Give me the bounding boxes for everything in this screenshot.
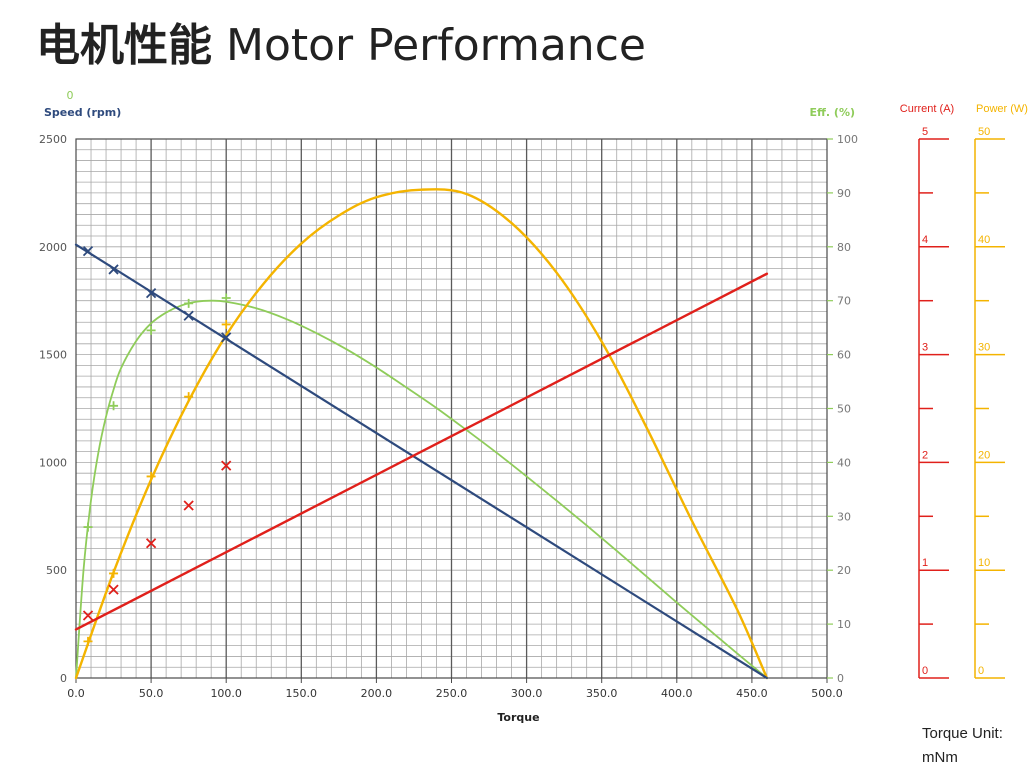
speed-marker: [221, 332, 232, 343]
power-tick-label: 50: [978, 126, 990, 138]
power-series-line: [74, 188, 769, 680]
x-tick-label: 250.0: [436, 687, 468, 700]
left-tick-label: 2000: [39, 241, 67, 254]
power-tick-label: 20: [978, 449, 990, 461]
left-axis-extra: 0: [67, 89, 74, 102]
efficiency-marker: [184, 298, 194, 308]
speed-marker: [82, 245, 94, 257]
right-axis-label: Eff. (%): [809, 106, 855, 119]
efficiency-marker: [83, 522, 93, 532]
left-tick-label: 1000: [39, 456, 67, 469]
current-marker: [108, 584, 119, 595]
current-series-line: [74, 272, 769, 631]
power-tick-label: 0: [978, 665, 984, 677]
right-tick-label: 90: [837, 187, 851, 200]
power-marker: [109, 568, 119, 578]
x-tick-label: 100.0: [210, 687, 242, 700]
right-tick-label: 70: [837, 295, 851, 308]
current-tick-label: 3: [922, 342, 928, 354]
power-tick-label: 40: [978, 234, 990, 246]
x-tick-label: 350.0: [586, 687, 618, 700]
current-marker: [221, 460, 232, 471]
title-en: Motor Performance: [226, 20, 646, 71]
current-marker: [183, 500, 194, 511]
efficiency-series-line: [75, 299, 768, 679]
x-tick-label: 0.0: [67, 687, 85, 700]
left-tick-label: 0: [60, 672, 67, 685]
x-tick-label: 200.0: [361, 687, 393, 700]
power-tick-label: 10: [978, 557, 990, 569]
x-tick-label: 500.0: [811, 687, 843, 700]
right-tick-label: 40: [837, 456, 851, 469]
current-tick-label: 2: [922, 449, 928, 461]
page-title: 电机性能 Motor Performance: [36, 18, 646, 74]
efficiency-marker: [146, 325, 156, 335]
title-zh: 电机性能: [36, 20, 212, 71]
speed-marker: [183, 310, 194, 321]
right-tick-label: 60: [837, 349, 851, 362]
efficiency-marker: [109, 401, 119, 411]
power-marker: [221, 319, 231, 329]
right-tick-label: 0: [837, 672, 844, 685]
current-axis-label: Current (A): [900, 103, 954, 115]
power-tick-label: 30: [978, 342, 990, 354]
left-axis-label: Speed (rpm): [44, 106, 121, 119]
current-tick-label: 1: [922, 557, 928, 569]
left-tick-label: 500: [46, 564, 67, 577]
speed-marker: [108, 264, 119, 275]
power-axis-label: Power (W): [976, 103, 1028, 115]
right-tick-label: 30: [837, 510, 851, 523]
power-marker: [146, 471, 156, 481]
right-tick-label: 100: [837, 133, 858, 146]
left-tick-label: 1500: [39, 349, 67, 362]
right-tick-label: 10: [837, 618, 851, 631]
current-tick-label: 5: [922, 126, 928, 138]
right-tick-label: 20: [837, 564, 851, 577]
current-tick-label: 0: [922, 665, 928, 677]
x-axis-label: Torque: [497, 711, 539, 724]
x-tick-label: 50.0: [139, 687, 164, 700]
speed-series-line: [74, 243, 769, 680]
x-tick-label: 450.0: [736, 687, 768, 700]
torque-unit-note: Torque Unit: mNm: [922, 725, 1003, 766]
left-tick-label: 2500: [39, 133, 67, 146]
power-marker: [83, 636, 93, 646]
current-tick-label: 4: [922, 234, 928, 246]
right-tick-label: 80: [837, 241, 851, 254]
current-marker: [145, 538, 157, 549]
right-tick-label: 50: [837, 403, 851, 416]
speed-marker: [145, 288, 157, 299]
x-tick-label: 150.0: [286, 687, 318, 700]
power-marker: [184, 392, 194, 402]
x-tick-label: 300.0: [511, 687, 543, 700]
x-tick-label: 400.0: [661, 687, 693, 700]
efficiency-marker: [221, 293, 231, 303]
current-marker: [82, 610, 94, 621]
